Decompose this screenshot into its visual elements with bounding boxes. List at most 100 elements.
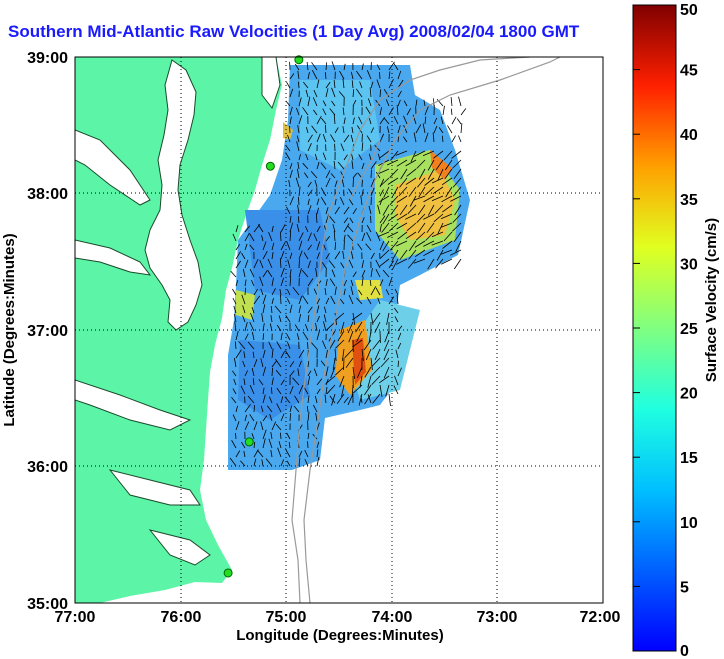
velocity-arrow — [433, 213, 444, 223]
colorbar-tick-label: 35 — [680, 192, 698, 209]
velocity-arrow — [447, 125, 453, 134]
velocity-arrow — [307, 198, 310, 206]
velocity-arrow — [280, 277, 285, 287]
velocity-arrow — [339, 298, 345, 305]
velocity-arrow — [298, 154, 301, 161]
velocity-arrow — [289, 304, 293, 314]
velocity-arrow — [268, 232, 273, 242]
velocity-arrow — [379, 279, 384, 287]
velocity-arrow — [343, 397, 349, 404]
velocity-arrow — [352, 117, 355, 125]
velocity-arrow — [271, 225, 274, 233]
velocity-arrow — [244, 287, 246, 296]
velocity-arrow — [414, 150, 426, 157]
velocity-arrow — [396, 159, 408, 167]
velocity-arrow — [297, 368, 300, 377]
velocity-arrow — [438, 127, 444, 134]
velocity-arrow — [304, 459, 309, 467]
velocity-arrow — [298, 385, 304, 395]
velocity-arrow — [370, 169, 372, 179]
velocity-arrow — [452, 186, 462, 197]
velocity-arrow — [343, 63, 346, 71]
velocity-arrow — [289, 370, 295, 377]
velocity-arrow — [287, 259, 291, 269]
velocity-arrow — [343, 234, 346, 242]
velocity-arrow — [347, 393, 354, 406]
x-tick: 76:00 — [161, 609, 202, 626]
x-axis-label: Longitude (Degrees:Minutes) — [236, 627, 444, 644]
velocity-arrow — [296, 135, 300, 143]
velocity-arrow — [298, 196, 300, 206]
velocity-arrow — [356, 70, 363, 80]
velocity-arrow — [394, 288, 399, 296]
velocity-arrow — [328, 215, 336, 224]
velocity-arrow — [397, 325, 403, 332]
velocity-arrow — [271, 277, 274, 287]
velocity-arrow — [342, 250, 345, 260]
velocity-arrow — [397, 70, 402, 80]
velocity-arrow — [395, 240, 408, 247]
velocity-arrow — [313, 288, 318, 296]
velocity-arrow — [298, 250, 303, 260]
velocity-arrow — [361, 270, 366, 278]
velocity-arrow — [416, 159, 426, 169]
velocity-arrow — [379, 258, 390, 267]
velocity-arrow — [293, 405, 300, 413]
colorbar-tick-label: 0 — [680, 643, 689, 659]
velocity-arrow — [289, 116, 292, 125]
velocity-arrow — [326, 321, 336, 331]
x-tick: 77:00 — [55, 609, 96, 626]
velocity-arrow — [302, 162, 309, 170]
velocity-arrow — [328, 339, 336, 351]
velocity-arrow — [315, 267, 318, 278]
velocity-arrow — [262, 349, 266, 359]
velocity-arrow — [348, 198, 354, 206]
velocity-arrow — [391, 186, 399, 198]
velocity-arrow — [294, 324, 300, 332]
velocity-arrow — [316, 161, 320, 170]
velocity-arrow — [375, 231, 381, 242]
velocity-arrow — [379, 189, 384, 197]
velocity-arrow — [345, 357, 354, 368]
velocity-arrow — [241, 441, 246, 449]
velocity-arrow — [427, 258, 435, 270]
velocity-arrow — [289, 385, 294, 395]
velocity-arrow — [244, 421, 250, 431]
velocity-arrow — [442, 105, 445, 116]
colorbar-tick-label: 15 — [680, 450, 698, 467]
velocity-arrow — [332, 357, 336, 370]
velocity-arrow — [379, 150, 390, 159]
velocity-arrow — [235, 251, 242, 260]
velocity-arrow — [276, 341, 282, 350]
velocity-arrow — [350, 71, 354, 80]
velocity-arrow — [352, 89, 355, 98]
velocity-arrow — [244, 404, 251, 413]
velocity-arrow — [316, 441, 320, 449]
velocity-arrow — [386, 126, 390, 134]
velocity-arrow — [388, 260, 395, 269]
velocity-arrow — [355, 321, 363, 333]
velocity-arrow — [375, 269, 381, 278]
velocity-arrow — [276, 403, 282, 413]
velocity-arrow — [384, 330, 390, 343]
velocity-arrow — [422, 150, 435, 157]
velocity-arrow — [386, 159, 399, 166]
velocity-arrow — [316, 456, 320, 467]
velocity-arrow — [395, 349, 399, 359]
velocity-arrow — [244, 233, 250, 242]
velocity-arrow — [388, 277, 393, 287]
velocity-arrow — [275, 358, 282, 368]
velocity-arrow — [325, 386, 328, 395]
velocity-arrow — [235, 405, 238, 413]
velocity-arrow — [372, 393, 381, 404]
velocity-arrow — [262, 415, 268, 422]
velocity-arrow — [261, 313, 264, 323]
velocity-arrow — [325, 252, 330, 260]
velocity-arrow — [361, 232, 366, 242]
velocity-arrow — [307, 143, 312, 152]
velocity-arrow — [285, 144, 291, 152]
velocity-arrow — [440, 116, 444, 125]
velocity-arrow — [232, 297, 237, 305]
velocity-arrow — [316, 198, 320, 206]
velocity-arrow — [329, 395, 336, 404]
